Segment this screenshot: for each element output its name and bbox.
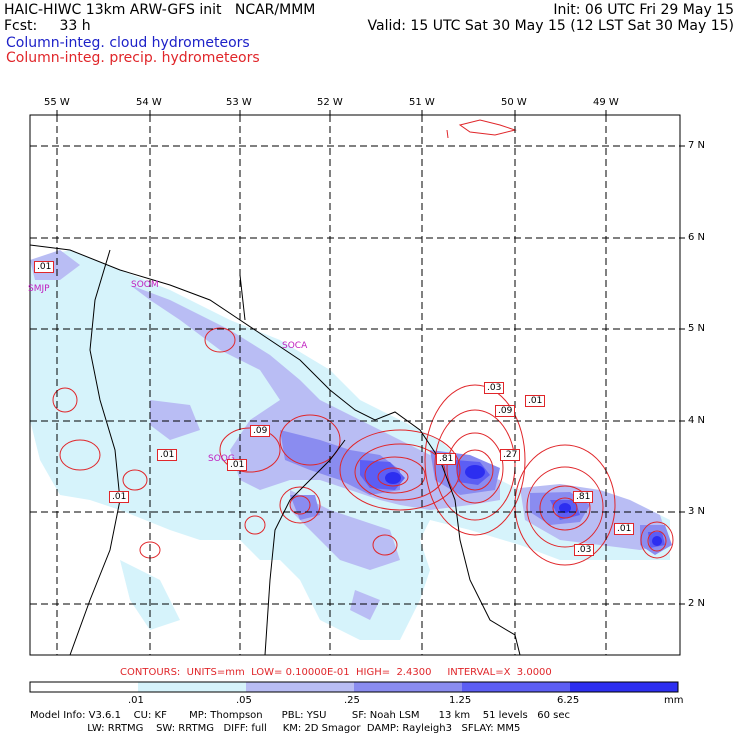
init-time: Init: 06 UTC Fri 29 May 15 xyxy=(553,2,734,18)
lat-label: 6 N xyxy=(688,232,706,243)
lat-label: 5 N xyxy=(688,323,706,334)
colorbar xyxy=(29,681,679,693)
title-left: HAIC-HIWC 13km ARW-GFS init NCAR/MMM xyxy=(4,2,316,18)
colorbar-tick: 6.25 xyxy=(557,695,580,706)
lon-label: 54 W xyxy=(136,97,162,108)
lon-label: 52 W xyxy=(317,97,343,108)
contour-label: .01 xyxy=(157,449,178,461)
map-frame xyxy=(29,114,681,656)
axis-ticks xyxy=(56,110,685,605)
precip-field-label: Column-integ. precip. hydrometeors xyxy=(6,50,260,66)
contour-label: .01 xyxy=(525,395,546,407)
contour-label: .09 xyxy=(250,425,271,437)
contour-label: .01 xyxy=(109,491,130,503)
lat-label: 2 N xyxy=(688,598,706,609)
contour-label: .09 xyxy=(495,405,516,417)
contour-label: .01 xyxy=(614,523,635,535)
contour-label: .81 xyxy=(573,491,594,503)
colorbar-tick: 1.25 xyxy=(449,695,472,706)
contour-label: .27 xyxy=(500,449,521,461)
lon-label: 50 W xyxy=(501,97,527,108)
colorbar-tick: .01 xyxy=(128,695,144,706)
lon-label: 51 W xyxy=(409,97,435,108)
contour-label: .01 xyxy=(34,261,55,273)
lat-label: 3 N xyxy=(688,506,706,517)
station-label: SOCA xyxy=(282,341,308,351)
cloud-shading-peak xyxy=(385,465,662,546)
model-info-line1: Model Info: V3.6.1 CU: KF MP: Thompson P… xyxy=(30,710,570,721)
contour-label: .01 xyxy=(227,459,248,471)
lat-label: 4 N xyxy=(688,415,706,426)
colorbar-tick: .25 xyxy=(344,695,360,706)
colorbar-units: mm xyxy=(664,695,684,706)
station-label: SMJP xyxy=(28,284,50,294)
lon-label: 49 W xyxy=(593,97,619,108)
contour-label: .03 xyxy=(484,382,505,394)
forecast-hour: Fcst: 33 h xyxy=(4,18,91,34)
station-label: SOOM xyxy=(131,280,159,290)
lon-label: 53 W xyxy=(226,97,252,108)
contour-info: CONTOURS: UNITS=mm LOW= 0.10000E-01 HIGH… xyxy=(120,667,552,678)
station-label: SOOG xyxy=(208,454,235,464)
model-info-line2: LW: RRTMG SW: RRTMG DIFF: full KM: 2D Sm… xyxy=(30,723,521,734)
contour-label: .81 xyxy=(436,453,457,465)
lat-lon-grid xyxy=(30,115,680,655)
lon-label: 55 W xyxy=(44,97,70,108)
cloud-field-label: Column-integ. cloud hydrometeors xyxy=(6,35,250,51)
colorbar-tick: .05 xyxy=(236,695,252,706)
valid-time: Valid: 15 UTC Sat 30 May 15 (12 LST Sat … xyxy=(367,18,734,34)
lat-label: 7 N xyxy=(688,140,706,151)
contour-label: .03 xyxy=(574,544,595,556)
